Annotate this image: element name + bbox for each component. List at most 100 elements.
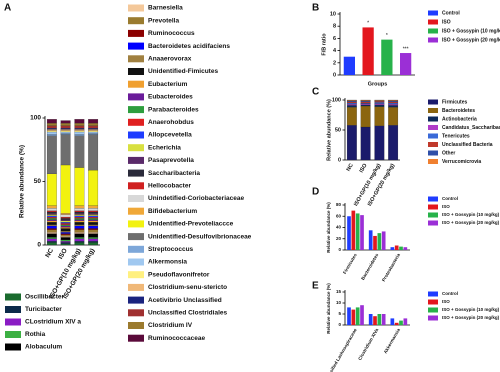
bar-segment [46, 214, 57, 216]
bar-segment [74, 228, 85, 230]
bar-segment [46, 216, 57, 219]
bar-segment [74, 135, 85, 168]
bar-segment [46, 134, 57, 136]
legend-label: Prevotella [148, 17, 179, 24]
bar-segment [46, 233, 57, 238]
bar-segment [60, 232, 71, 234]
bar-segment [46, 237, 57, 239]
bar-segment [74, 233, 85, 238]
bar-segment [346, 105, 357, 108]
y-axis-label: Relative abundance (%) [326, 99, 332, 161]
bar-segment [88, 122, 99, 126]
bar-segment [60, 234, 71, 237]
bar-segment [74, 222, 85, 225]
bar-segment [88, 238, 99, 242]
y-tick-label: 100 [332, 97, 341, 103]
legend-swatch [428, 299, 438, 305]
legend-label: Pseudoflavonifretor [148, 271, 210, 278]
y-tick-label: 60 [336, 213, 342, 218]
bar-segment [88, 213, 99, 215]
bar-segment [60, 130, 71, 133]
bar-segment [46, 229, 57, 233]
legend-swatch [128, 296, 144, 304]
legend-swatch [428, 291, 438, 297]
bar-segment [88, 205, 99, 209]
bar [360, 305, 364, 325]
x-tick-label: Proteobacteria [381, 252, 401, 282]
bar-segment [74, 238, 85, 242]
legend-swatch [128, 68, 144, 75]
y-tick-label: 100 [30, 115, 41, 122]
bar-segment [388, 100, 399, 102]
bar-segment [88, 216, 99, 219]
legend-label: ISO + Gossypin (10 mg/kg) [442, 28, 500, 34]
legend-swatch [128, 156, 144, 164]
legend-swatch [128, 258, 144, 266]
legend-label: Other [442, 150, 455, 156]
legend-swatch [428, 315, 438, 321]
y-tick-label: 80 [336, 202, 342, 207]
bar-segment [74, 232, 85, 234]
bar-segment [60, 122, 71, 126]
bar-segment [46, 122, 57, 126]
bar [400, 53, 412, 75]
y-tick-label: 0 [37, 242, 41, 249]
bar-segment [88, 233, 99, 238]
bar-segment [388, 105, 399, 108]
legend-swatch [428, 108, 438, 113]
x-tick-label: ISO [57, 247, 69, 260]
legend-swatch [128, 334, 144, 342]
bar-segment [88, 219, 99, 221]
bar-segment [360, 101, 371, 104]
legend-swatch [128, 17, 144, 25]
legend-swatch [428, 142, 438, 147]
bar-segment [346, 104, 357, 106]
legend-label: Parabacteroides [148, 106, 199, 113]
bar [399, 246, 403, 250]
bar-segment [74, 208, 85, 211]
bar-segment [46, 242, 57, 246]
legend-label: ISO [442, 19, 451, 25]
legend-swatch [128, 93, 144, 101]
bar-segment [74, 242, 85, 246]
y-tick-label: 8 [333, 24, 336, 30]
bar-segment [374, 106, 385, 126]
significance-label: *** [403, 46, 409, 52]
legend-label: Ruminococcaceae [148, 335, 205, 342]
legend-label: Acetivibrio Unclassified [148, 297, 222, 304]
bar-segment [88, 130, 99, 133]
bar [377, 233, 382, 250]
legend-swatch [128, 207, 144, 215]
legend-label: Alkermonsia [148, 259, 187, 266]
bar-segment [88, 215, 99, 218]
bar-segment [60, 224, 71, 227]
bar [347, 307, 351, 325]
legend-label: Eubacterium [148, 81, 188, 88]
bar-segment [388, 125, 399, 161]
bar-segment [74, 218, 85, 220]
bar-segment [74, 213, 85, 215]
legend-swatch [128, 182, 144, 190]
bar-segment [60, 120, 71, 124]
bar-segment [88, 211, 99, 214]
bar-segment [60, 233, 71, 235]
bar-segment [88, 128, 99, 130]
y-tick-label: 4 [333, 48, 337, 54]
bar-segment [60, 243, 71, 246]
bar-segment [88, 224, 99, 227]
bar-segment [74, 214, 85, 216]
legend-swatch [428, 125, 438, 130]
bar-segment [374, 125, 385, 161]
legend-label: ISO + Gossypin (20 mg/kg) [442, 37, 500, 43]
bar-segment [88, 134, 99, 171]
legend-swatch [5, 293, 21, 301]
bar-segment [374, 102, 385, 104]
bar-segment [88, 232, 99, 234]
bar-segment [60, 239, 71, 242]
bar-segment [88, 129, 99, 131]
bar-segment [360, 126, 371, 161]
bar-segment [88, 242, 99, 246]
bar-segment [46, 241, 57, 243]
bar-segment [346, 102, 357, 105]
legend-swatch [428, 10, 438, 16]
